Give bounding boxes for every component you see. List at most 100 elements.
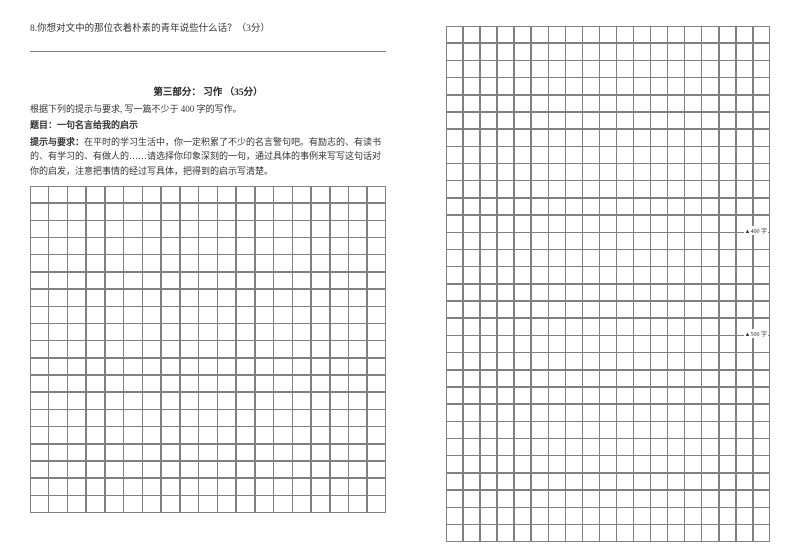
grid-cell [582,370,600,388]
grid-cell [273,426,292,444]
grid-cell [480,301,498,319]
grid-cell [292,392,311,410]
grid-cell [480,43,498,61]
grid-cell [255,203,274,221]
grid-cell [531,249,549,267]
grid-cell [330,220,349,238]
grid-cell [217,254,236,272]
grid-cell [30,340,49,358]
grid-cell [497,26,515,44]
grid-row: ▲500 字 [446,335,770,352]
grid-cell [123,186,142,204]
grid-cell [105,203,124,221]
grid-cell [650,507,668,525]
grid-cell [86,254,105,272]
grid-cell [633,146,651,164]
grid-row [446,507,770,524]
grid-cell [480,524,498,542]
grid-cell [616,438,634,456]
grid-cell [105,272,124,290]
grid-cell [161,375,180,393]
grid-cell [582,77,600,95]
grid-cell [463,146,481,164]
grid-cell [736,266,754,284]
grid-cell [514,112,532,130]
grid-cell [105,358,124,376]
grid-cell [180,272,199,290]
grid-cell [311,375,330,393]
grid-cell [161,186,180,204]
grid-cell [701,524,719,542]
grid-cell [497,301,515,319]
grid-cell [514,507,532,525]
grid-cell [330,358,349,376]
grid-cell [348,186,367,204]
grid-cell [463,473,481,491]
grid-cell [514,146,532,164]
grid-cell [650,387,668,405]
grid-cell [548,232,566,250]
grid-cell [123,254,142,272]
grid-cell [650,455,668,473]
grid-cell [67,203,86,221]
grid-cell [48,220,67,238]
grid-cell [548,352,566,370]
grid-cell [599,473,617,491]
grid-cell [330,478,349,496]
grid-cell [667,180,685,198]
grid-cell [123,495,142,513]
grid-cell [480,112,498,130]
grid-cell [633,249,651,267]
grid-cell [142,478,161,496]
grid-cell [531,524,549,542]
grid-cell [565,318,583,336]
grid-cell [217,323,236,341]
grid-row [30,444,386,461]
grid-cell [463,455,481,473]
grid-cell [198,426,217,444]
grid-cell [348,323,367,341]
grid-cell [667,473,685,491]
topic-text: 一句名言给我的启示 [57,120,138,130]
grid-cell [667,301,685,319]
grid-cell [48,461,67,479]
grid-cell [217,237,236,255]
grid-cell [105,409,124,427]
grid-cell [255,186,274,204]
grid-row [30,478,386,495]
grid-cell [198,272,217,290]
grid-cell [548,146,566,164]
grid-cell [633,129,651,147]
grid-cell [105,495,124,513]
grid-cell [616,266,634,284]
grid-cell [616,284,634,302]
grid-cell [292,289,311,307]
grid-cell [531,232,549,250]
grid-cell [273,323,292,341]
grid-cell [599,370,617,388]
grid-cell [514,43,532,61]
grid-cell [719,301,737,319]
grid-cell [198,495,217,513]
grid-cell [719,215,737,233]
grid-cell [616,455,634,473]
grid-cell [446,180,464,198]
section-title: 第三部分： 习作 （35分） [30,84,386,98]
grid-cell [616,524,634,542]
grid-cell [180,358,199,376]
grid-cell [736,370,754,388]
grid-cell [123,323,142,341]
grid-cell [565,129,583,147]
grid-cell [497,370,515,388]
grid-row [446,267,770,284]
grid-cell [480,129,498,147]
grid-cell [236,323,255,341]
grid-cell [330,426,349,444]
grid-cell [633,232,651,250]
grid-cell [123,237,142,255]
grid-cell [480,215,498,233]
grid-cell [650,95,668,113]
grid-cell [30,358,49,376]
grid-cell [531,112,549,130]
grid-cell [599,26,617,44]
